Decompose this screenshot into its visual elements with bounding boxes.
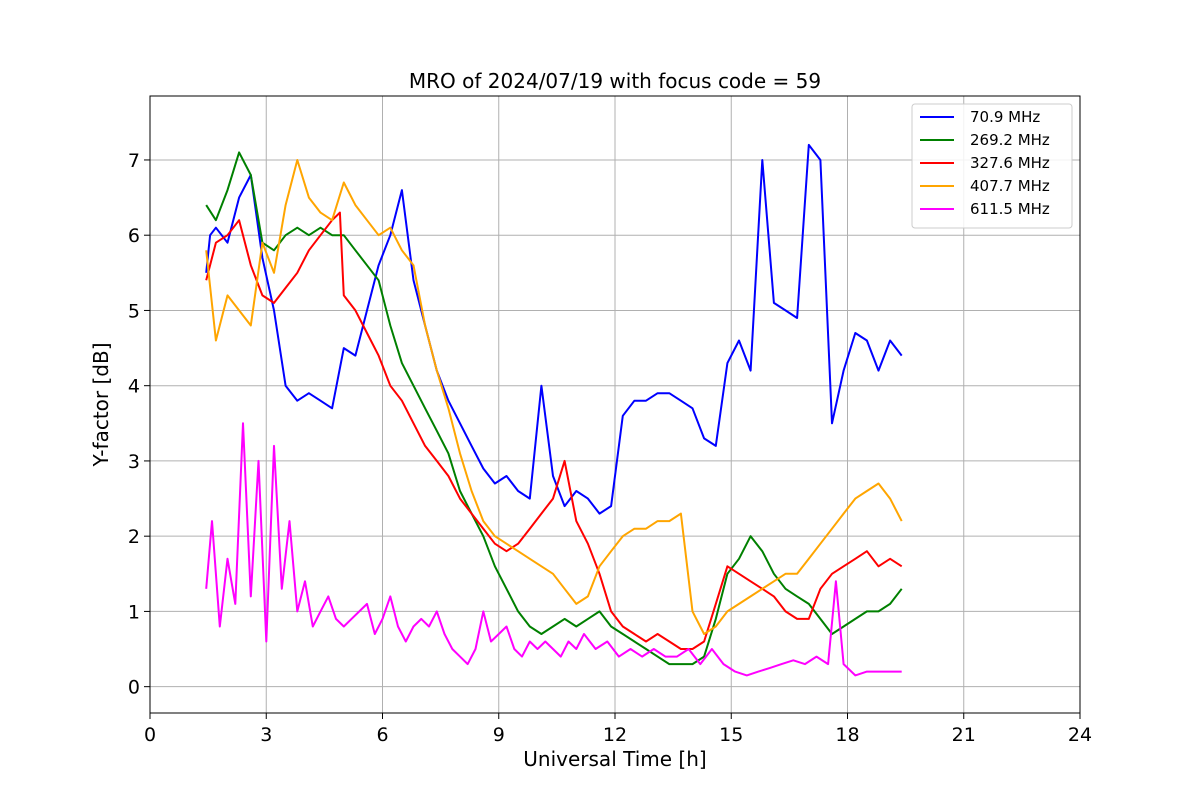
legend-box	[911, 103, 1073, 229]
series-line-2	[205, 211, 903, 650]
x-tick-label: 9	[493, 724, 505, 746]
x-tick-label: 3	[260, 724, 272, 746]
legend-label: 611.5 MHz	[970, 200, 1050, 218]
series-lines	[205, 143, 903, 677]
x-tick-label: 24	[1068, 724, 1092, 746]
y-tick-label: 6	[128, 225, 140, 247]
legend-label: 269.2 MHz	[970, 131, 1050, 149]
series-line-0	[205, 143, 903, 515]
legend-label: 70.9 MHz	[970, 108, 1040, 126]
legend-label: 327.6 MHz	[970, 154, 1050, 172]
x-tick-label: 21	[952, 724, 976, 746]
x-tick-label: 12	[603, 724, 627, 746]
x-tick-label: 18	[835, 724, 859, 746]
x-axis-title: Universal Time [h]	[523, 747, 706, 771]
y-tick-label: 3	[128, 451, 140, 473]
y-tick-label: 7	[128, 150, 140, 172]
y-tick-label: 2	[128, 526, 140, 548]
y-tick-label: 0	[128, 677, 140, 699]
legend-label: 407.7 MHz	[970, 177, 1050, 195]
y-axis-title: Y-factor [dB]	[89, 342, 113, 467]
y-tick-label: 5	[128, 300, 140, 322]
series-line-4	[205, 422, 902, 677]
y-tick-label: 4	[128, 376, 140, 398]
series-line-1	[205, 151, 903, 666]
series-line-3	[205, 159, 903, 635]
x-tick-label: 15	[719, 724, 743, 746]
legend: 70.9 MHz 269.2 MHz 327.6 MHz 407.7 MHz 611.5…	[911, 103, 1073, 229]
x-tick-label: 0	[144, 724, 156, 746]
y-tick-label: 1	[128, 601, 140, 623]
chart-title: MRO of 2024/07/19 with focus code = 59	[409, 69, 821, 93]
x-tick-label: 6	[376, 724, 388, 746]
